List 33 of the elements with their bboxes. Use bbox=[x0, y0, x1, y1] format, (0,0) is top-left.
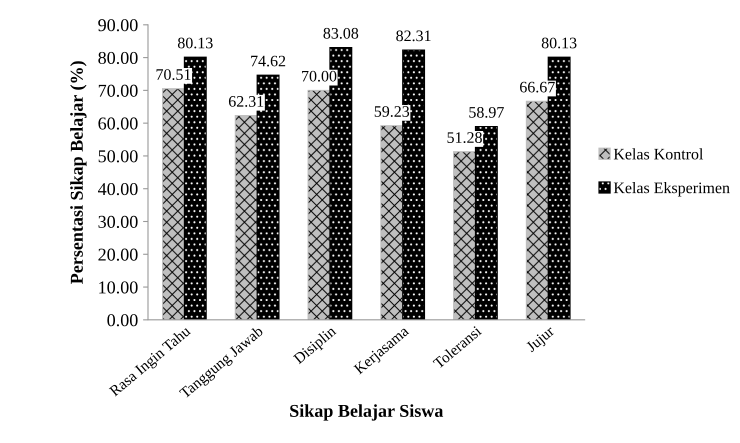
bar bbox=[234, 115, 258, 320]
data-label: 59.23 bbox=[374, 106, 410, 117]
y-tick-label: 0.00 bbox=[107, 314, 138, 326]
x-axis-title: Sikap Belajar Siswa bbox=[290, 404, 444, 421]
data-label: 58.97 bbox=[469, 106, 504, 118]
x-tick-label: Jujur bbox=[525, 325, 558, 355]
data-label: 62.31 bbox=[228, 96, 264, 107]
y-axis-title: Persentasi Sikap Belajar (%) bbox=[70, 61, 87, 284]
bar bbox=[453, 151, 476, 320]
y-tick-label: 70.00 bbox=[98, 84, 138, 97]
data-label: 70.00 bbox=[302, 70, 336, 82]
y-tick-label: 50.00 bbox=[98, 150, 138, 162]
y-tick-label: 80.00 bbox=[98, 52, 138, 64]
bar bbox=[380, 125, 404, 320]
data-label: 51.28 bbox=[447, 132, 482, 144]
y-tick-label: 20.00 bbox=[98, 248, 138, 261]
data-label: 74.62 bbox=[251, 56, 286, 66]
bar bbox=[308, 90, 330, 320]
legend-label: Kelas Kontrol bbox=[614, 148, 704, 160]
y-tick-label: 10.00 bbox=[99, 281, 138, 294]
data-label: 80.13 bbox=[542, 38, 576, 48]
bar bbox=[162, 88, 185, 320]
bar bbox=[526, 100, 549, 320]
data-label: 70.51 bbox=[156, 69, 190, 80]
data-label: 80.13 bbox=[178, 38, 213, 48]
y-tick-label: 90.00 bbox=[98, 19, 138, 32]
data-label: 66.67 bbox=[520, 82, 555, 93]
y-tick-label: 40.00 bbox=[98, 182, 138, 196]
y-tick-label: 60.00 bbox=[98, 117, 138, 130]
data-label: 82.31 bbox=[396, 30, 431, 42]
legend-label: Kelas Eksperimen bbox=[614, 182, 730, 196]
data-label: 83.08 bbox=[323, 28, 358, 39]
y-tick-label: 30.00 bbox=[98, 216, 138, 228]
